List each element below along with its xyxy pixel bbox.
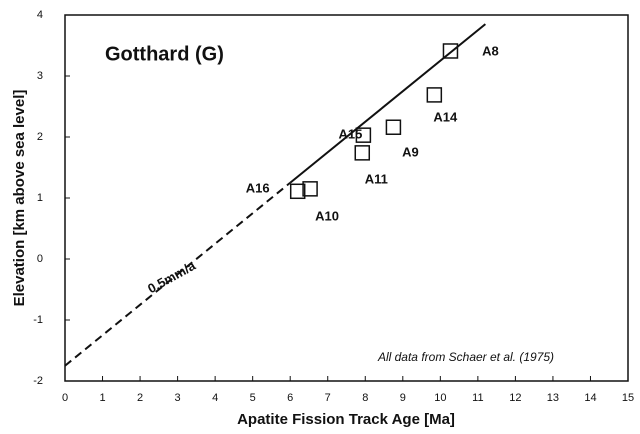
x-tick-label: 12 [509, 392, 521, 404]
data-point [355, 127, 372, 143]
y-tick-label: 4 [37, 9, 43, 21]
data-point [302, 181, 318, 197]
point-label: A11 [365, 171, 388, 186]
x-tick-label: 8 [362, 392, 368, 404]
point-label: A16 [246, 181, 270, 196]
chart-title: Gotthard (G) [105, 43, 224, 65]
x-tick-label: 11 [472, 392, 483, 404]
y-tick-label: 2 [37, 131, 43, 143]
fit-line [64, 181, 291, 367]
x-tick-label: 9 [400, 392, 406, 404]
x-tick-label: 4 [212, 392, 218, 404]
x-tick-label: 5 [250, 392, 256, 404]
y-tick-label: 0 [37, 253, 43, 265]
point-label: A9 [402, 145, 419, 160]
point-label: A10 [315, 208, 339, 223]
data-point [426, 87, 443, 103]
x-tick-label: 10 [434, 392, 446, 404]
point-label: A8 [482, 43, 499, 58]
point-label: A14 [433, 109, 458, 124]
data-point [354, 145, 371, 161]
x-tick-label: 1 [99, 392, 105, 404]
point-label: A15 [338, 127, 362, 142]
data-point [289, 183, 306, 200]
source-note: All data from Schaer et al. (1975) [377, 350, 554, 364]
plot-frame [64, 14, 629, 382]
y-tick-label: -1 [33, 314, 43, 326]
y-tick-label: -2 [33, 375, 43, 387]
fit-line [289, 23, 487, 184]
data-point [385, 119, 402, 135]
x-tick-label: 3 [175, 392, 181, 404]
x-tick-label: 13 [547, 392, 559, 404]
x-axis-label: Apatite Fission Track Age [Ma] [237, 411, 455, 428]
x-tick-label: 14 [584, 392, 596, 404]
x-tick-label: 15 [622, 392, 634, 404]
y-tick-label: 1 [37, 192, 43, 204]
x-tick-label: 7 [325, 392, 331, 404]
x-tick-label: 6 [287, 392, 293, 404]
x-tick-label: 2 [137, 392, 143, 404]
y-axis-label: Elevation [km above sea level] [11, 90, 28, 307]
data-point [442, 43, 459, 59]
y-tick-label: 3 [37, 70, 43, 82]
x-tick-label: 0 [62, 392, 68, 404]
